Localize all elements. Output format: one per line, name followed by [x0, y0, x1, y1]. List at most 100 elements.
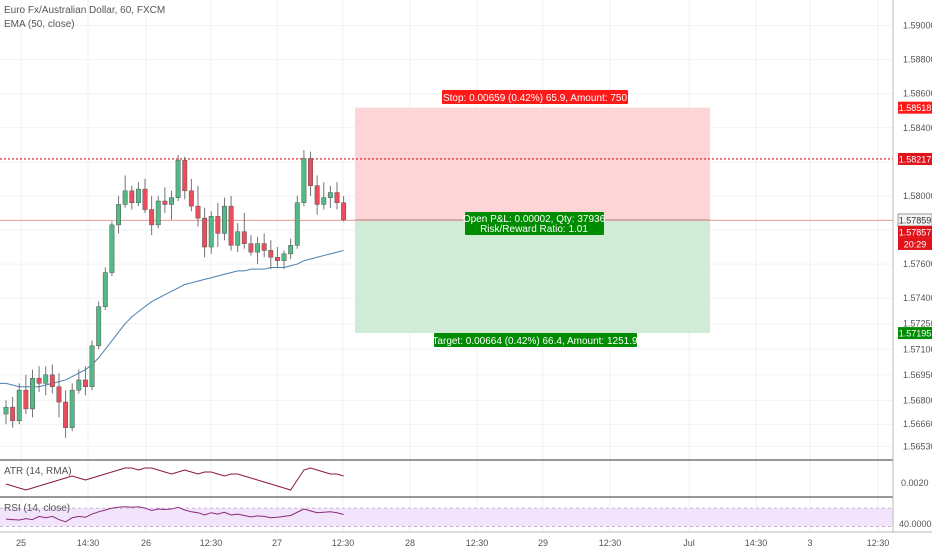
candle-bear [162, 187, 168, 213]
candle-body [308, 158, 313, 186]
price-tick-label: 1.58400 [903, 123, 932, 133]
candle-body [129, 190, 135, 203]
candle-body [255, 243, 261, 253]
candle-body [109, 224, 115, 273]
stop-tag[interactable]: Stop: 0.00659 (0.42%) 65.9, Amount: 750 [442, 90, 628, 104]
candle-bull [321, 182, 327, 210]
risk-reward-text: Risk/Reward Ratio: 1.01 [480, 224, 588, 235]
candle-bull [16, 383, 22, 425]
candle-body [248, 243, 254, 253]
candle-bear [308, 151, 313, 196]
stop-zone [355, 107, 710, 220]
candle-body [30, 377, 35, 410]
price-labels: 1.58518 1.58217 1.57859 1.57857 20:29 1.57195 [897, 101, 932, 340]
current-price-label-text: 1.57857 [899, 227, 932, 237]
candle-body [23, 389, 29, 410]
candle-bull [116, 195, 121, 234]
target-zone [355, 219, 710, 334]
candle-body [235, 231, 241, 246]
entry-price-label-text: 1.57859 [899, 215, 932, 225]
atr-tick: 0.0020 [901, 478, 929, 488]
price-tick-label: 1.56660 [903, 419, 932, 429]
rsi-band [0, 507, 893, 527]
candle-body [102, 272, 108, 307]
candle-body [56, 386, 62, 403]
candle-body [182, 159, 188, 192]
entry-price-label: 1.57859 [897, 213, 932, 227]
countdown-label-bg [898, 237, 932, 250]
time-tick-label: 12:30 [332, 538, 355, 548]
candle-bull [281, 250, 287, 270]
candle-body [188, 190, 194, 207]
candle-body [142, 188, 148, 210]
candle-bull [155, 195, 161, 229]
price-tick-label: 1.57250 [903, 319, 932, 329]
ema-layer [0, 249, 344, 388]
candle-bear [241, 212, 247, 249]
candle-bull [327, 185, 333, 208]
candle-bull [89, 340, 95, 391]
candle-bull [169, 190, 174, 220]
candle-body [175, 159, 181, 198]
candle-bear [63, 390, 69, 438]
stop-price-label-text: 1.58518 [899, 103, 932, 113]
time-axis[interactable]: 25 14:30 26 12:30 27 12:30 28 12:30 29 12:30 Jul 14… [16, 538, 889, 548]
candle-body [82, 379, 88, 387]
pnl-box[interactable]: Open P&L: 0.00002, Qty: 37936 Risk/Rewar… [463, 212, 606, 235]
candle-body [215, 216, 221, 234]
candle-bear [142, 178, 148, 213]
time-tick-label: 14:30 [745, 538, 768, 548]
time-tick-label: 3 [807, 538, 812, 548]
price-tick-label: 1.57100 [903, 344, 932, 354]
time-tick-label: 27 [272, 538, 282, 548]
candle-body [155, 200, 161, 226]
candle-body [241, 231, 247, 244]
candle-bull [235, 223, 241, 253]
candle-body [281, 253, 287, 261]
candle-bear [49, 364, 55, 394]
candle-bull [76, 369, 82, 394]
candle-body [43, 374, 49, 384]
price-tick-label: 1.58000 [903, 191, 932, 201]
candles-layer [3, 149, 347, 438]
candle-body [222, 205, 227, 234]
rsi-tick: 40.0000 [899, 519, 932, 529]
chart-title: Euro Fx/Australian Dollar, 60, FXCM [4, 5, 165, 16]
time-tick-label: 25 [16, 538, 26, 548]
rsi-band-fill [0, 508, 893, 527]
rsi-line [5, 506, 344, 523]
resistance-price-label: 1.58217 [898, 152, 932, 165]
candle-bear [56, 373, 62, 418]
candle-body [288, 245, 294, 255]
candle-bull [102, 267, 108, 311]
candle-bull [30, 369, 35, 418]
candle-bull [255, 236, 261, 265]
current-price-label: 1.57857 [898, 225, 932, 238]
candle-bear [215, 202, 221, 248]
price-tick-label: 1.58600 [903, 89, 932, 99]
candle-body [334, 192, 340, 203]
target-price-label-text: 1.57195 [899, 329, 932, 339]
candle-bear [182, 156, 188, 200]
target-tag-text: Target: 0.00664 (0.42%) 66.4, Amount: 12… [432, 336, 638, 347]
candle-body [294, 202, 300, 246]
candle-bear [188, 178, 194, 212]
candle-body [327, 192, 333, 198]
candle-bull [301, 149, 307, 207]
time-tick-label: 29 [538, 538, 548, 548]
candle-bear [314, 175, 320, 215]
candle-bear [149, 195, 155, 236]
candle-body [116, 204, 121, 226]
candle-body [10, 406, 16, 422]
target-tag[interactable]: Target: 0.00664 (0.42%) 66.4, Amount: 12… [432, 333, 638, 347]
candle-bull [222, 197, 227, 241]
candle-body [208, 216, 214, 248]
resistance-price-label-text: 1.58217 [899, 154, 932, 164]
ema-legend: EMA (50, close) [4, 19, 75, 30]
candle-bull [69, 383, 75, 432]
ema-line [0, 249, 344, 388]
candle-bull [208, 211, 214, 254]
stop-price-label: 1.58518 [898, 101, 932, 114]
time-tick-label: Jul [683, 538, 695, 548]
